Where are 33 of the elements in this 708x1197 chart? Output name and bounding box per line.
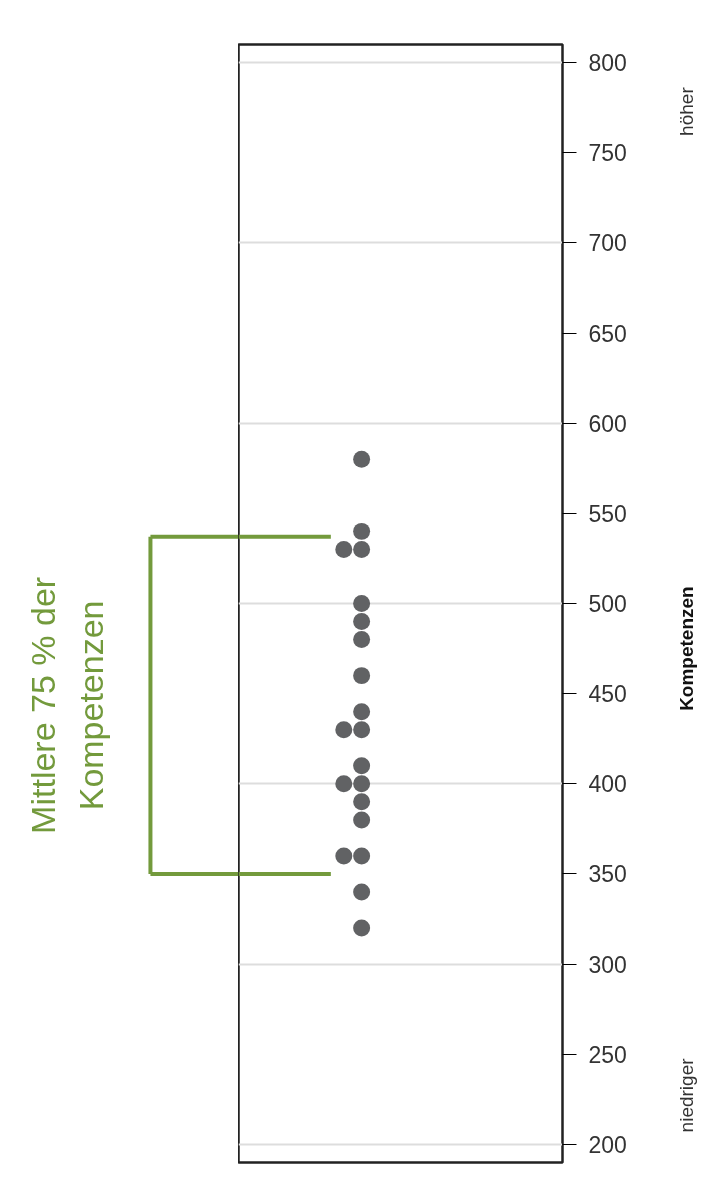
point <box>353 775 371 793</box>
point <box>353 667 371 685</box>
point <box>353 721 371 739</box>
text: höher <box>675 86 697 136</box>
y-tick-label: 400 <box>588 771 627 798</box>
y-tick-label: 500 <box>588 591 627 617</box>
point <box>353 883 371 901</box>
y-tick-label: 350 <box>588 861 627 888</box>
y-tick-label: 600 <box>588 410 627 437</box>
point <box>353 919 371 937</box>
y-tick-label: 200 <box>588 1131 627 1158</box>
y-tick-label: 700 <box>588 230 627 257</box>
text: Mittlere 75 % der Kompetenzen <box>24 576 110 834</box>
point <box>353 595 371 612</box>
y-tick-label: 800 <box>588 50 627 77</box>
point <box>353 540 371 558</box>
point <box>353 631 371 649</box>
point <box>353 613 371 631</box>
point <box>353 450 371 468</box>
y-tick-label: 450 <box>588 681 627 708</box>
point <box>353 757 371 775</box>
point <box>353 793 371 811</box>
point <box>353 522 371 540</box>
y-axis-title: Kompetenzen <box>675 586 697 711</box>
y-tick-label: 300 <box>588 951 627 978</box>
text: niedriger <box>675 1057 697 1133</box>
point <box>353 847 371 865</box>
y-tick-label: 750 <box>588 140 627 167</box>
point <box>353 811 371 829</box>
point <box>353 703 371 721</box>
y-tick-label: 550 <box>588 500 627 527</box>
y-tick-label: 250 <box>588 1041 627 1068</box>
y-tick-label: 650 <box>588 320 627 347</box>
